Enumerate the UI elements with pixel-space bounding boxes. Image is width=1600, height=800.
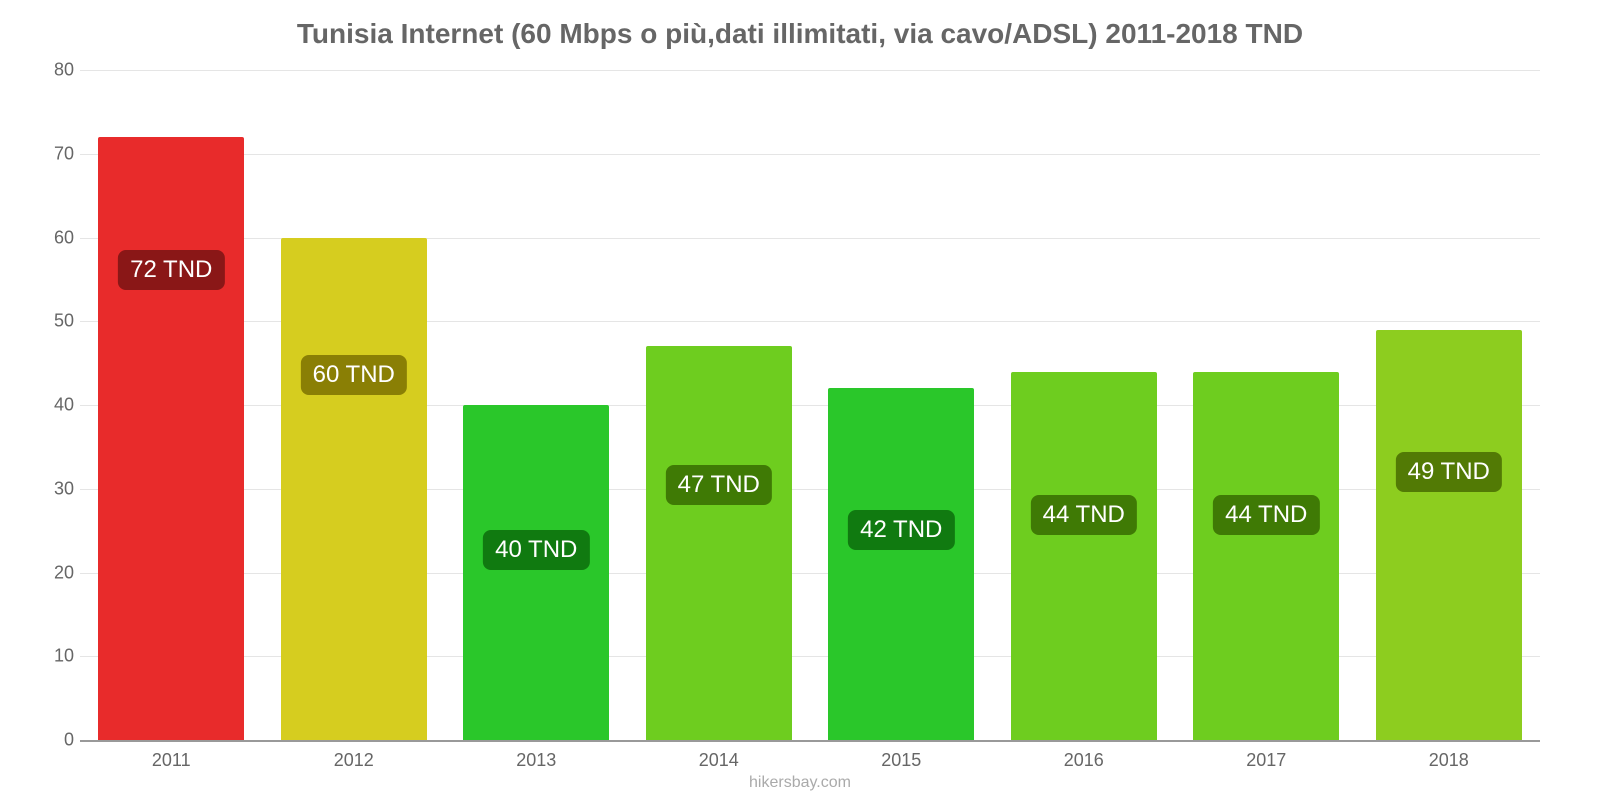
- bar: [463, 405, 609, 740]
- y-axis-tick: 50: [38, 311, 74, 332]
- bar-slot: 44 TND2016: [993, 70, 1176, 740]
- bar-value-label: 60 TND: [301, 355, 407, 395]
- chart-title: Tunisia Internet (60 Mbps o più,dati ill…: [0, 18, 1600, 50]
- x-axis-tick: 2018: [1429, 750, 1469, 771]
- plot-area: 0102030405060708072 TND201160 TND201240 …: [80, 70, 1540, 742]
- y-axis-tick: 20: [38, 562, 74, 583]
- attribution-label: hikersbay.com: [0, 774, 1600, 792]
- bar-value-label: 40 TND: [483, 530, 589, 570]
- x-axis-tick: 2016: [1064, 750, 1104, 771]
- bar-slot: 42 TND2015: [810, 70, 993, 740]
- bar-value-label: 42 TND: [848, 510, 954, 550]
- bar-slot: 47 TND2014: [628, 70, 811, 740]
- bar-value-label: 47 TND: [666, 465, 772, 505]
- bar: [1011, 372, 1157, 741]
- x-axis-tick: 2013: [516, 750, 556, 771]
- bar: [281, 238, 427, 741]
- y-axis-tick: 0: [38, 730, 74, 751]
- x-axis-tick: 2017: [1246, 750, 1286, 771]
- bar-slot: 60 TND2012: [263, 70, 446, 740]
- bar: [828, 388, 974, 740]
- bar: [646, 346, 792, 740]
- y-axis-tick: 60: [38, 227, 74, 248]
- y-axis-tick: 10: [38, 646, 74, 667]
- y-axis-tick: 30: [38, 478, 74, 499]
- bar-slot: 49 TND2018: [1358, 70, 1541, 740]
- x-axis-tick: 2014: [699, 750, 739, 771]
- bar: [1193, 372, 1339, 741]
- bar-value-label: 49 TND: [1396, 452, 1502, 492]
- bar-slot: 72 TND2011: [80, 70, 263, 740]
- bar-value-label: 72 TND: [118, 250, 224, 290]
- x-axis-tick: 2015: [881, 750, 921, 771]
- y-axis-tick: 40: [38, 395, 74, 416]
- bar: [1376, 330, 1522, 740]
- bar-value-label: 44 TND: [1031, 495, 1137, 535]
- bar-value-label: 44 TND: [1213, 495, 1319, 535]
- bar-slot: 40 TND2013: [445, 70, 628, 740]
- chart-container: Tunisia Internet (60 Mbps o più,dati ill…: [0, 0, 1600, 800]
- bar-slot: 44 TND2017: [1175, 70, 1358, 740]
- bar: [98, 137, 244, 740]
- x-axis-tick: 2012: [334, 750, 374, 771]
- y-axis-tick: 70: [38, 143, 74, 164]
- x-axis-tick: 2011: [152, 750, 191, 771]
- y-axis-tick: 80: [38, 60, 74, 81]
